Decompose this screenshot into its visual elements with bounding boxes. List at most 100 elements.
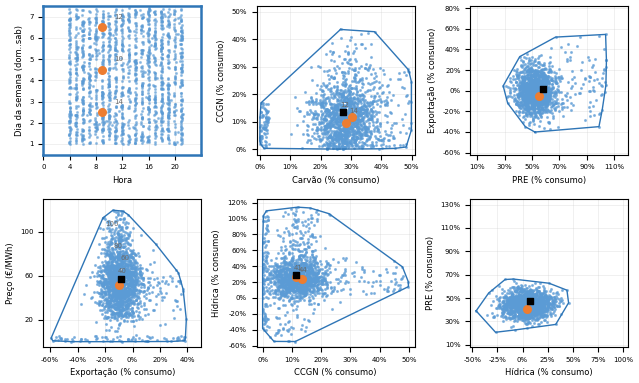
Point (169, 74, 180, 80)
Point (121, 266, 131, 272)
Point (529, 303, 539, 309)
Point (308, 121, 318, 127)
Point (124, 139, 134, 146)
Point (91, 100, 102, 106)
Point (373, 97, 383, 103)
Point (112, 243, 122, 249)
Point (343, 114, 353, 120)
Point (262, 130, 272, 136)
Point (513, 306, 523, 312)
Point (104, 283, 114, 289)
Point (157, 126, 167, 132)
Point (172, 303, 182, 309)
Point (114, 293, 125, 299)
Point (100, 289, 110, 295)
Point (102, 247, 112, 254)
Point (137, 95, 147, 101)
Point (325, 124, 335, 130)
Point (119, 253, 129, 259)
Point (534, 64, 544, 70)
Point (518, 288, 528, 294)
Point (337, 137, 348, 144)
Point (148, 307, 158, 313)
Point (176, 53, 187, 59)
Point (528, 100, 538, 106)
Point (522, 311, 532, 318)
Point (144, 48, 154, 54)
Point (303, 264, 313, 270)
Point (539, 88, 550, 95)
Point (157, 15, 167, 21)
Point (526, 287, 536, 293)
Point (536, 86, 546, 92)
Point (125, 85, 135, 91)
Point (521, 303, 531, 309)
Point (317, 279, 327, 285)
Point (123, 274, 134, 280)
Point (528, 303, 539, 309)
Point (534, 301, 544, 307)
Point (324, 98, 334, 104)
Point (72, 30, 82, 36)
Point (523, 78, 533, 84)
Point (118, 216, 128, 223)
Point (272, 275, 282, 282)
Point (333, 138, 343, 144)
Point (116, 293, 126, 300)
Point (54, 333, 65, 339)
Point (357, 80, 367, 86)
Point (176, 136, 187, 142)
Point (321, 282, 332, 288)
Point (528, 298, 539, 304)
Point (102, 250, 112, 256)
Point (79, 64, 89, 70)
Point (527, 97, 537, 103)
Point (520, 95, 530, 101)
Point (520, 88, 530, 94)
Point (365, 87, 375, 93)
Point (104, 136, 114, 142)
Point (321, 134, 331, 140)
Point (78, 100, 88, 106)
Point (89, 262, 100, 268)
Point (300, 291, 310, 297)
Point (356, 104, 366, 110)
Point (291, 270, 302, 277)
Point (105, 239, 116, 245)
Point (64, 139, 74, 145)
Point (272, 277, 282, 283)
Point (355, 119, 365, 125)
Point (150, 28, 160, 34)
Point (143, 11, 153, 17)
Point (102, 264, 112, 270)
Point (528, 80, 538, 86)
Point (543, 100, 553, 106)
Point (97, 92, 107, 98)
Point (311, 259, 321, 265)
Point (297, 219, 307, 226)
Point (528, 308, 539, 314)
Point (113, 325, 123, 331)
Point (401, 141, 412, 147)
Point (522, 88, 532, 94)
Point (512, 300, 523, 306)
Point (176, 134, 187, 140)
Point (529, 308, 539, 314)
Point (501, 294, 511, 300)
Point (108, 254, 118, 260)
Point (326, 93, 336, 100)
Point (96, 119, 107, 125)
Point (322, 140, 332, 146)
Point (103, 305, 113, 311)
Point (279, 293, 289, 300)
Point (77, 99, 87, 105)
Point (327, 51, 337, 57)
Point (272, 273, 282, 279)
Point (289, 281, 299, 287)
Point (91, 333, 102, 339)
Point (539, 293, 550, 299)
Point (542, 74, 552, 80)
Point (104, 271, 114, 277)
Point (142, 61, 153, 67)
Point (305, 261, 315, 267)
